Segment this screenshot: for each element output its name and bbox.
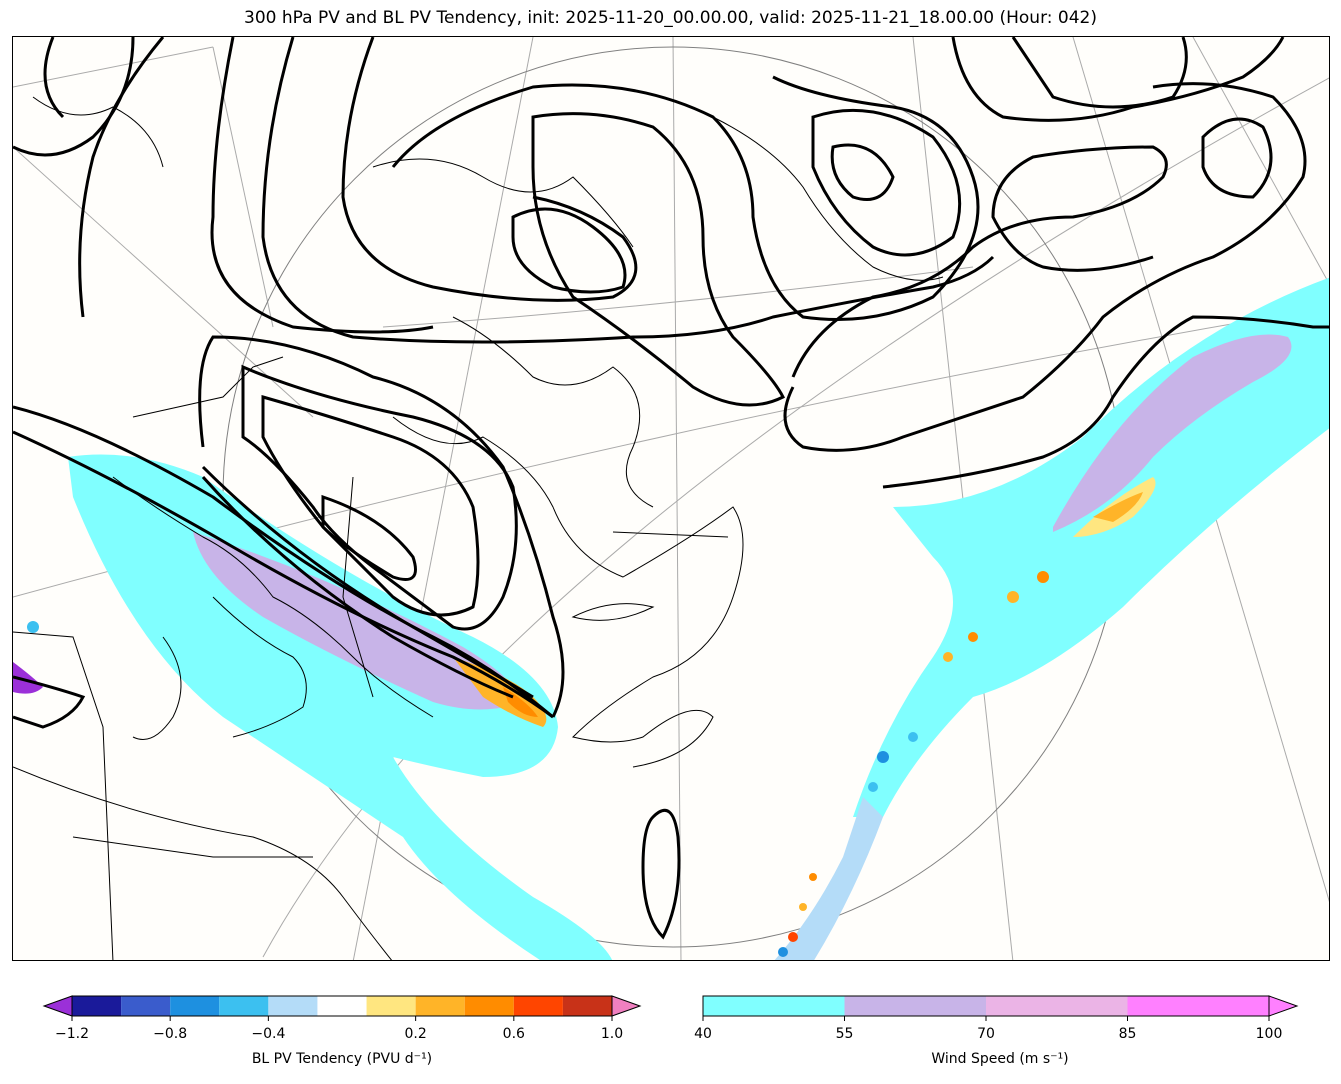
pv-colorbar-tick-label: 0.6 <box>503 1026 525 1042</box>
pv-colorbar-bin <box>464 996 514 1016</box>
pv-colorbar-tick-label: −0.4 <box>251 1026 285 1042</box>
wind-colorbar-bin <box>844 996 986 1016</box>
figure-title: 300 hPa PV and BL PV Tendency, init: 202… <box>244 8 1097 28</box>
wind-colorbar-bin <box>986 996 1128 1016</box>
pv-colorbar-tick-label: 1.0 <box>601 1026 623 1042</box>
pv-colorbar-bin <box>170 996 220 1016</box>
pv-tendency-colorbar: −1.2 −0.8 −0.4 0.2 0.6 1.0 <box>42 995 642 1042</box>
wind-colorbar-tick-label: 70 <box>977 1026 995 1042</box>
wind-jet-east <box>853 277 1329 817</box>
pv-colorbar-bin <box>121 996 171 1016</box>
wind-colorbar-tick-label: 40 <box>694 1026 712 1042</box>
pv-colorbar-bin <box>366 996 416 1016</box>
pv-colorbar-bin <box>562 996 612 1016</box>
pv-colorbar-tick-label: −0.8 <box>153 1026 187 1042</box>
wind-colorbar-tick-label: 85 <box>1119 1026 1137 1042</box>
wind-colorbar-tick-label: 100 <box>1256 1026 1283 1042</box>
wind-colorbar-bin <box>703 996 845 1016</box>
wind-colorbar-over-triangle <box>1268 995 1299 1017</box>
pv-colorbar-under-triangle <box>42 995 73 1017</box>
pv-colorbar-bin <box>219 996 269 1016</box>
wind-speed-colorbar: 40 55 70 85 100 <box>694 995 1299 1042</box>
wind-jet-west <box>68 454 613 960</box>
pv-colorbar-frame <box>71 995 613 1017</box>
wind-jet-east-core <box>1053 334 1292 532</box>
wind-speed-shading <box>68 277 1329 960</box>
pv-colorbar-bin <box>513 996 563 1016</box>
wind-colorbar-bin <box>1127 996 1269 1016</box>
wind-jet-west-core <box>193 532 523 710</box>
pv-colorbar-bin <box>268 996 318 1016</box>
pv-contours <box>13 37 1329 940</box>
wind-speed-colorbar-label: Wind Speed (m s⁻¹) <box>931 1051 1069 1067</box>
pv-colorbar-bin <box>415 996 465 1016</box>
pv-colorbar-tick-label: 0.2 <box>405 1026 427 1042</box>
pv-tendency-colorbar-graphic: −1.2 −0.8 −0.4 0.2 0.6 1.0 <box>42 995 642 1042</box>
map-canvas <box>13 37 1329 960</box>
wind-colorbar-tick-label: 55 <box>836 1026 854 1042</box>
pv-tendency-colorbar-label: BL PV Tendency (PVU d⁻¹) <box>251 1051 433 1067</box>
pv-colorbar-bin <box>317 996 367 1016</box>
wind-speed-colorbar-graphic: 40 55 70 85 100 <box>694 995 1299 1042</box>
map-panel <box>12 36 1330 961</box>
pv-colorbar-bin <box>72 996 122 1016</box>
pv-colorbar-tick-label: −1.2 <box>55 1026 89 1042</box>
pv-colorbar-over-triangle <box>611 995 642 1017</box>
coastlines <box>13 96 944 960</box>
wind-jet-south <box>774 797 883 960</box>
